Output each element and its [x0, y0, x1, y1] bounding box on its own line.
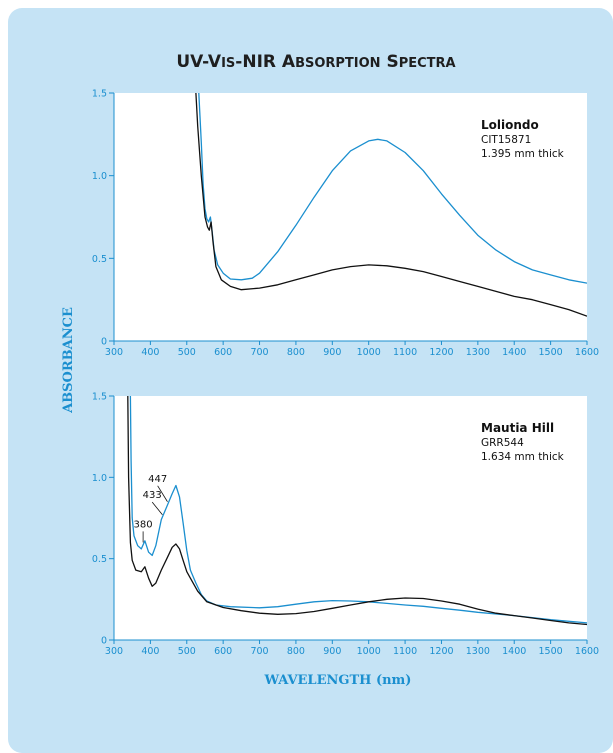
plot-area	[114, 93, 587, 341]
x-tick-label: 800	[287, 347, 305, 358]
x-tick-label: 700	[250, 347, 268, 358]
x-tick-label: 1000	[357, 347, 381, 358]
y-tick-label: 1.5	[92, 392, 107, 403]
peak-leader	[151, 501, 163, 515]
x-tick-label: 1400	[502, 347, 526, 358]
x-tick-label: 900	[323, 347, 341, 358]
plot-area	[114, 396, 587, 640]
x-tick-label: 600	[214, 347, 232, 358]
x-tick-label: 1600	[575, 646, 599, 657]
y-tick-label: 1.0	[92, 171, 107, 182]
chart-title: UV-VIS-NIR ABSORPTION SPECTRA	[176, 52, 455, 72]
sample-name: Mautia Hill	[481, 421, 554, 435]
y-axis-label: ABSORBANCE	[61, 307, 76, 414]
sample-thickness: 1.395 mm thick	[481, 148, 565, 160]
x-tick-label: 500	[178, 347, 196, 358]
peak-label: 433	[143, 490, 162, 501]
x-tick-label: 1000	[357, 646, 381, 657]
x-tick-label: 1100	[393, 646, 417, 657]
x-tick-label: 1100	[393, 347, 417, 358]
x-tick-label: 300	[105, 347, 123, 358]
sample-id: CIT15871	[481, 134, 531, 146]
x-tick-label: 400	[141, 646, 159, 657]
peak-label: 380	[134, 519, 153, 530]
chart-loliondo: 0 0.5 1.0 1.5 300 400 500 600 700 800 900 1000 1100 1…	[92, 89, 599, 359]
y-tick-label: 0	[101, 337, 107, 348]
x-tick-label: 1400	[502, 646, 526, 657]
x-tick-label: 300	[105, 646, 123, 657]
x-axis-label: WAVELENGTH (nm)	[264, 673, 412, 688]
x-tick-label: 1200	[429, 646, 453, 657]
x-tick-label: 800	[287, 646, 305, 657]
x-tick-label: 1600	[575, 347, 599, 358]
y-tick-label: 1.0	[92, 473, 107, 484]
x-tick-label: 900	[323, 646, 341, 657]
y-tick-label: 0.5	[92, 554, 107, 565]
x-tick-label: 500	[178, 646, 196, 657]
y-tick-label: 0	[101, 636, 107, 647]
series-line-0	[198, 93, 587, 284]
x-tick-label: 600	[214, 646, 232, 657]
x-tick-label: 1300	[466, 646, 490, 657]
x-tick-label: 1300	[466, 347, 490, 358]
x-tick-label: 1500	[539, 347, 563, 358]
y-tick-label: 0.5	[92, 254, 107, 265]
x-tick-label: 1200	[429, 347, 453, 358]
x-tick-label: 700	[250, 646, 268, 657]
chart-mautia-hill: 0 0.5 1.0 1.5 300 400 500 600 700 800 900 1000 1100 1…	[92, 392, 599, 658]
series-line-1	[127, 396, 587, 626]
y-tick-label: 1.5	[92, 89, 107, 100]
series-line-1	[195, 93, 587, 317]
peak-label: 447	[148, 474, 167, 485]
x-tick-label: 400	[141, 347, 159, 358]
sample-name: Loliondo	[481, 118, 539, 132]
peak-leader	[157, 485, 168, 502]
sample-thickness: 1.634 mm thick	[481, 451, 565, 463]
sample-id: GRR544	[481, 437, 524, 449]
x-tick-label: 1500	[539, 646, 563, 657]
